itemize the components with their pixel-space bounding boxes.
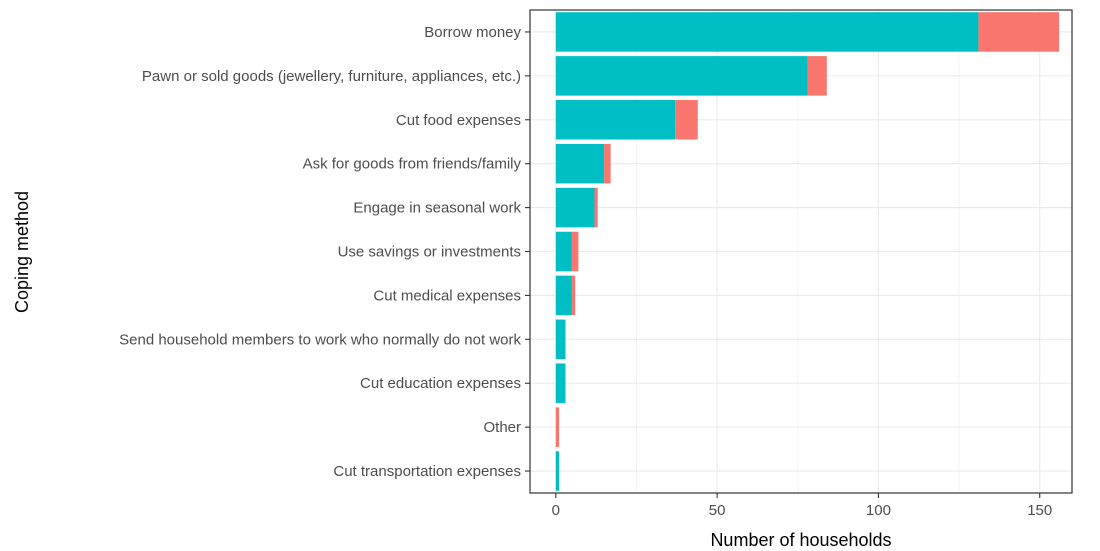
bar-segment bbox=[555, 451, 560, 491]
bar-segment bbox=[594, 187, 598, 228]
bar-segment bbox=[555, 12, 979, 52]
x-tick-label: 0 bbox=[552, 502, 560, 519]
bar-segment bbox=[571, 275, 576, 316]
y-axis-title: Coping method bbox=[12, 191, 32, 313]
y-tick-label: Ask for goods from friends/family bbox=[303, 156, 522, 173]
y-tick-label: Engage in seasonal work bbox=[353, 200, 521, 217]
bar-segment bbox=[555, 143, 605, 184]
x-tick-label: 150 bbox=[1027, 502, 1052, 519]
x-axis-title: Number of households bbox=[710, 530, 891, 550]
bar-segment bbox=[555, 231, 572, 272]
bar-segment bbox=[555, 319, 566, 360]
y-tick-label: Send household members to work who norma… bbox=[119, 331, 521, 348]
bar-segment bbox=[978, 12, 1060, 52]
x-axis: 0 50 100 150 bbox=[552, 493, 1052, 519]
y-axis: Borrow money Pawn or sold goods (jeweller… bbox=[119, 24, 530, 480]
bar-segment bbox=[555, 275, 572, 316]
x-tick-label: 100 bbox=[866, 502, 891, 519]
y-tick-label: Cut food expenses bbox=[396, 112, 521, 129]
y-tick-label: Pawn or sold goods (jewellery, furniture… bbox=[142, 68, 521, 85]
bar-segment bbox=[555, 56, 808, 96]
y-tick-label: Cut medical expenses bbox=[373, 287, 521, 304]
bar-segment bbox=[571, 231, 579, 272]
y-tick-label: Use savings or investments bbox=[338, 244, 521, 261]
y-tick-label: Cut education expenses bbox=[360, 375, 521, 392]
y-tick-label: Borrow money bbox=[424, 24, 521, 41]
x-tick-label: 50 bbox=[709, 502, 726, 519]
bar-segment bbox=[555, 100, 676, 140]
bar-segment bbox=[675, 100, 698, 140]
bar-segment bbox=[555, 187, 595, 228]
bar-segment bbox=[555, 363, 566, 403]
y-tick-label: Cut transportation expenses bbox=[333, 463, 521, 480]
bars bbox=[555, 12, 1060, 491]
bar-segment bbox=[807, 56, 827, 96]
y-tick-label: Other bbox=[483, 419, 521, 436]
bar-segment bbox=[604, 143, 611, 184]
bar-segment bbox=[555, 407, 560, 447]
